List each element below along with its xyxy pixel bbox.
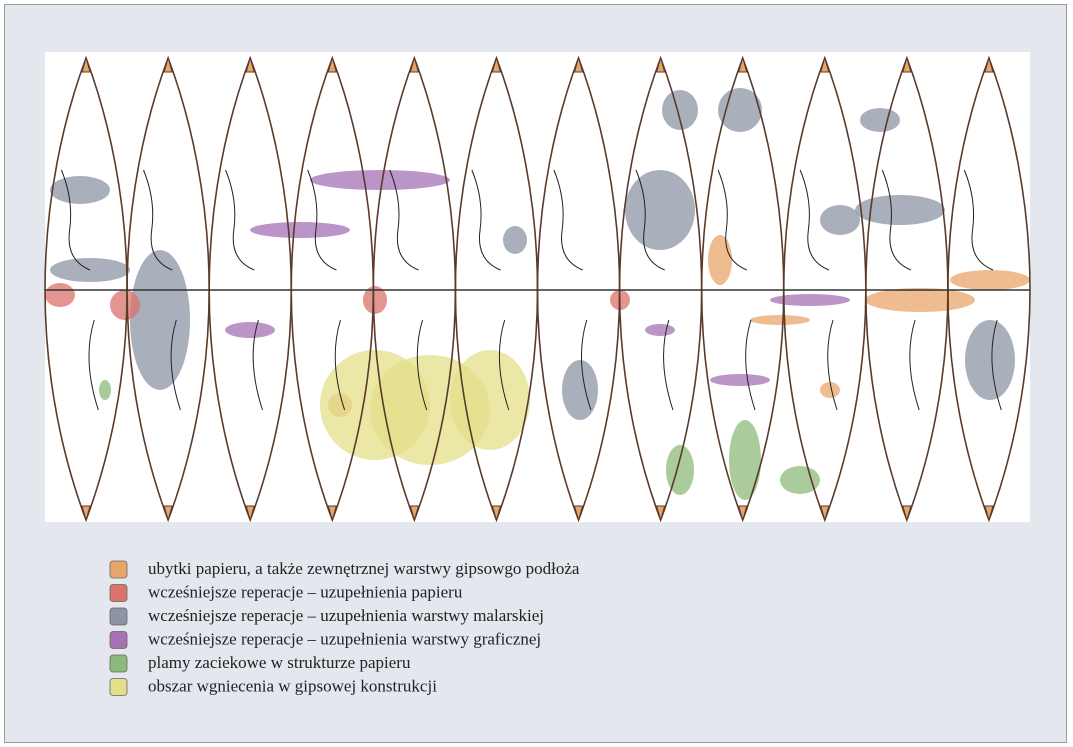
legend-label: obszar wgniecenia w gipsowej konstrukcji: [148, 676, 437, 695]
damage-area: [45, 283, 75, 307]
damage-area: [710, 374, 770, 386]
coastline: [60, 169, 99, 411]
coastline: [963, 169, 1002, 411]
damage-area: [820, 205, 860, 235]
legend-swatch: [109, 678, 128, 696]
damage-area: [625, 170, 695, 250]
damage-area: [708, 235, 732, 285]
damage-area: [820, 382, 840, 398]
gore-tip: [984, 505, 994, 522]
damage-area: [110, 290, 140, 320]
damage-area: [310, 170, 450, 190]
gore-tip: [984, 56, 994, 73]
gore-tip: [327, 505, 337, 522]
damage-area: [965, 320, 1015, 400]
legend-label: wcześniejsze reperacje – uzupełnienia wa…: [148, 606, 544, 625]
damage-area: [865, 288, 975, 312]
gore-tip: [491, 505, 502, 522]
gore-tip: [820, 56, 830, 73]
gore-tip: [409, 505, 420, 522]
coastline: [881, 169, 920, 411]
coastline: [635, 169, 674, 411]
legend-swatch: [109, 560, 128, 579]
damage-area: [750, 315, 810, 325]
legend-swatch: [109, 654, 128, 673]
gore-tip: [245, 505, 255, 522]
damage-area: [662, 90, 698, 130]
coastline: [471, 169, 510, 411]
damage-area: [130, 250, 190, 390]
legend-label: wcześniejsze reperacje – uzupełnienia wa…: [148, 629, 541, 648]
gore-tip: [573, 505, 584, 522]
gore-tip: [738, 505, 748, 522]
gore-tip: [409, 56, 420, 73]
legend-swatch: [109, 607, 128, 626]
damage-area: [645, 324, 675, 336]
damage-area: [225, 322, 275, 338]
gore-tip: [820, 505, 830, 522]
gore-tip: [655, 505, 666, 522]
globe-gores: [44, 55, 1031, 523]
gore-tip: [81, 505, 91, 522]
damage-area: [729, 420, 761, 500]
legend: ubytki papieru, a także zewnętrznej wars…: [109, 559, 580, 696]
damage-area: [855, 195, 945, 225]
coastline: [799, 169, 838, 411]
legend-label: ubytki papieru, a także zewnętrznej wars…: [148, 559, 580, 578]
legend-swatch: [109, 584, 128, 602]
damage-area: [50, 176, 110, 204]
gore-tip: [327, 56, 337, 73]
damage-area: [950, 270, 1030, 290]
damage-area: [562, 360, 598, 420]
gore-tip: [655, 56, 666, 73]
gore-tip: [902, 56, 912, 73]
damage-area: [363, 286, 387, 314]
damage-area: [250, 222, 350, 238]
gore-tip: [163, 505, 173, 522]
coastline: [143, 169, 181, 411]
gore-tip: [163, 56, 173, 73]
damage-area: [99, 380, 111, 400]
damage-area: [450, 350, 530, 450]
legend-label: wcześniejsze reperacje – uzupełnienia pa…: [148, 582, 463, 601]
legend-swatch: [109, 631, 128, 649]
gore-tip: [738, 56, 748, 73]
damage-area: [860, 108, 900, 132]
coastline: [553, 169, 592, 411]
gore-tip: [573, 56, 584, 73]
damage-area: [770, 294, 850, 306]
coastline: [225, 169, 263, 411]
coastline: [307, 169, 346, 411]
damage-area: [666, 445, 694, 495]
gore-tip: [81, 56, 91, 73]
gore-tip: [245, 56, 255, 73]
legend-label: plamy zaciekowe w strukturze papieru: [148, 653, 411, 672]
coastline: [717, 169, 756, 411]
damage-area: [503, 226, 527, 254]
coastline: [389, 169, 428, 411]
gore-tip: [902, 505, 912, 522]
gore-tip: [491, 56, 502, 73]
